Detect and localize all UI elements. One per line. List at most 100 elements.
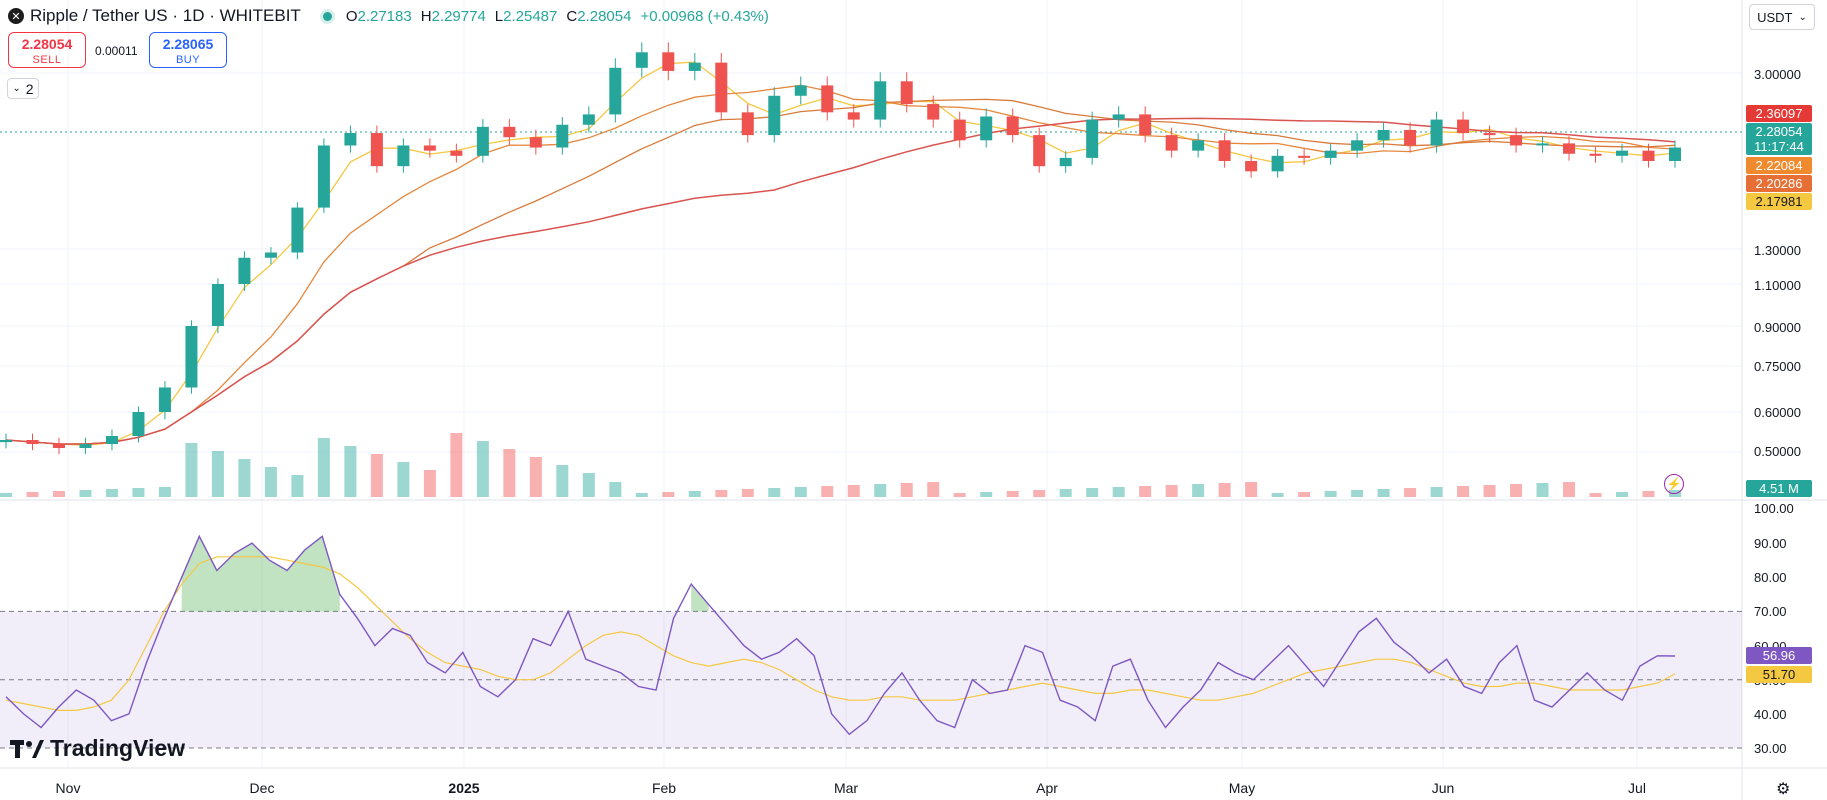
indicators-toggle[interactable]: ⌄ 2 bbox=[7, 78, 39, 99]
volume-bar bbox=[1324, 491, 1337, 497]
volume-bar bbox=[662, 492, 675, 497]
volume-bar bbox=[1430, 487, 1443, 497]
volume-bar bbox=[0, 493, 12, 497]
time-tick: Feb bbox=[651, 780, 677, 796]
volume-bar bbox=[1006, 491, 1019, 497]
volume-bar bbox=[582, 473, 595, 497]
candle bbox=[1006, 116, 1019, 136]
candle bbox=[1510, 135, 1523, 146]
candle bbox=[344, 133, 357, 146]
volume-bar bbox=[1165, 485, 1178, 497]
candle bbox=[847, 112, 860, 120]
tradingview-logo-icon bbox=[10, 739, 44, 758]
volume-bar bbox=[688, 491, 701, 497]
candle bbox=[1271, 155, 1284, 172]
volume-bar bbox=[1351, 490, 1364, 497]
volume-bar bbox=[344, 446, 357, 497]
volume-bar bbox=[1616, 492, 1629, 497]
candle bbox=[1245, 161, 1258, 172]
volume-bar bbox=[1457, 486, 1470, 497]
candle bbox=[291, 207, 304, 253]
low-value: L2.25487 bbox=[494, 7, 558, 25]
candle bbox=[662, 52, 675, 71]
rsi-tick: 30.00 bbox=[1754, 741, 1787, 756]
volume-bar bbox=[503, 449, 516, 497]
candle bbox=[1404, 129, 1417, 146]
volume-bar bbox=[874, 484, 887, 497]
change-value: +0.00968 (+0.43%) bbox=[640, 7, 769, 25]
time-tick: Jun bbox=[1431, 780, 1455, 796]
candle bbox=[26, 440, 39, 444]
sell-button[interactable]: 2.28054 SELL bbox=[8, 32, 86, 68]
volume-bar bbox=[1298, 492, 1311, 497]
time-tick: Nov bbox=[55, 780, 81, 796]
candle bbox=[158, 387, 171, 412]
lightning-icon[interactable]: ⚡ bbox=[1664, 474, 1684, 494]
buy-button[interactable]: 2.28065 BUY bbox=[149, 32, 227, 68]
candle bbox=[185, 326, 198, 388]
symbol-title[interactable]: Ripple / Tether US · 1D · WHITEBIT bbox=[30, 6, 301, 25]
candle bbox=[52, 444, 65, 448]
volume-bar bbox=[264, 467, 277, 497]
price-tick: 0.90000 bbox=[1754, 320, 1801, 335]
candle bbox=[1086, 119, 1099, 158]
candle bbox=[556, 124, 569, 148]
candle bbox=[1351, 140, 1364, 151]
volume-bar bbox=[1112, 487, 1125, 497]
last-price-tag: 2.28054 11:17:44 bbox=[1746, 123, 1812, 155]
candle bbox=[0, 440, 12, 443]
ma-tag-red: 2.36097 bbox=[1746, 105, 1812, 122]
volume-bar bbox=[1404, 488, 1417, 497]
candle bbox=[1536, 143, 1549, 146]
candle bbox=[688, 62, 701, 71]
ripple-icon[interactable]: ✕ bbox=[8, 8, 24, 24]
volume-bar bbox=[1245, 482, 1258, 497]
volume-bar bbox=[52, 491, 65, 497]
symbol-header: ✕ Ripple / Tether US · 1D · WHITEBIT O2.… bbox=[8, 6, 769, 26]
candle bbox=[715, 62, 728, 113]
volume-bar bbox=[79, 490, 92, 497]
volume-bar bbox=[1510, 484, 1523, 497]
candle bbox=[1059, 157, 1072, 167]
candle bbox=[980, 116, 993, 141]
candle bbox=[1165, 135, 1178, 151]
ma-line-red bbox=[5, 117, 1676, 445]
candle bbox=[1112, 114, 1125, 120]
volume-bar bbox=[1536, 483, 1549, 497]
volume-bar bbox=[1139, 486, 1152, 497]
ma-line-yellow bbox=[5, 61, 1676, 446]
candle bbox=[1457, 119, 1470, 134]
volume-bar bbox=[715, 490, 728, 497]
volume-bar bbox=[132, 488, 145, 497]
rsi-overbought-fill bbox=[691, 584, 709, 612]
time-tick: 2025 bbox=[448, 780, 480, 796]
volume-bar bbox=[317, 438, 330, 497]
ohlc-values: O2.27183 H2.29774 L2.25487 C2.28054 +0.0… bbox=[346, 8, 769, 25]
tradingview-logo[interactable]: TradingView bbox=[10, 735, 185, 762]
market-status-icon bbox=[322, 11, 332, 21]
candle bbox=[874, 81, 887, 120]
candle bbox=[821, 85, 834, 113]
time-tick: Dec bbox=[249, 780, 275, 796]
rsi-tick: 40.00 bbox=[1754, 707, 1787, 722]
price-tick: 0.50000 bbox=[1754, 444, 1801, 459]
volume-bar bbox=[556, 465, 569, 497]
price-tick: 0.75000 bbox=[1754, 359, 1801, 374]
volume-bar bbox=[1033, 490, 1046, 497]
settings-gear-icon[interactable]: ⚙ bbox=[1776, 781, 1791, 798]
candle bbox=[794, 85, 807, 96]
volume-bar bbox=[1059, 489, 1072, 497]
volume-bar bbox=[158, 487, 171, 497]
volume-bar bbox=[450, 433, 463, 497]
candle bbox=[1669, 147, 1681, 161]
ma-tag-orange: 2.22084 bbox=[1746, 157, 1812, 174]
volume-bar bbox=[105, 489, 118, 497]
currency-select[interactable]: USDT ⌄ bbox=[1749, 4, 1815, 30]
chevron-down-icon: ⌄ bbox=[1798, 11, 1807, 23]
volume-bar bbox=[1218, 483, 1231, 497]
volume-bar bbox=[900, 483, 913, 497]
time-tick: Jul bbox=[1628, 780, 1646, 796]
candle bbox=[1377, 129, 1390, 141]
chevron-down-icon: ⌄ bbox=[12, 83, 21, 94]
